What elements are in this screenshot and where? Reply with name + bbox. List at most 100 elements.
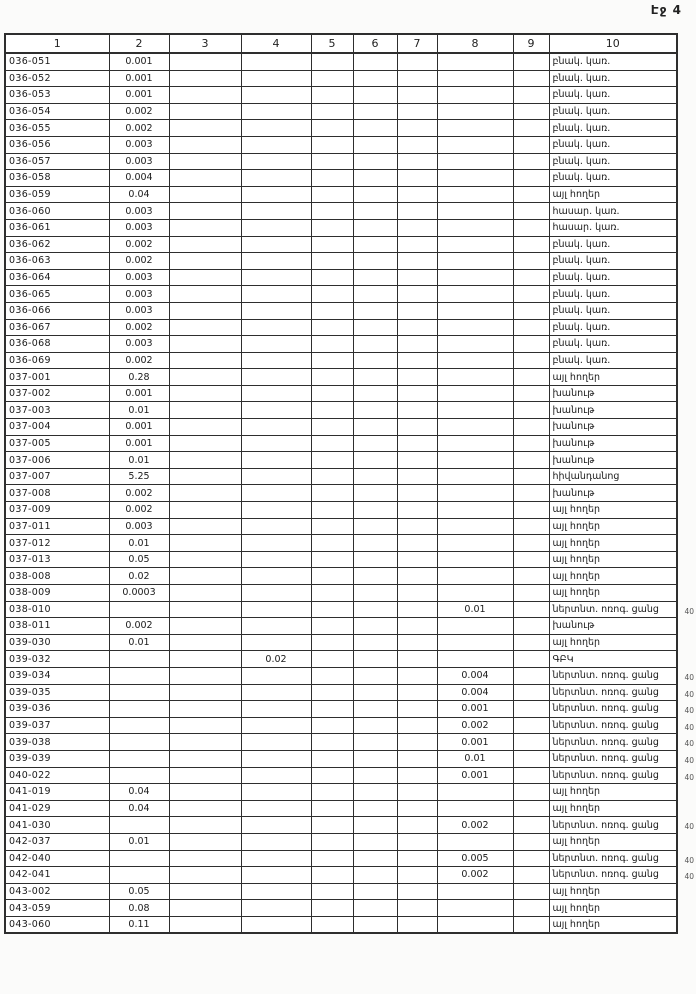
- value-cell: [168, 285, 242, 303]
- table-row: 037-008 0.002 խանութ: [4, 484, 678, 503]
- value-cell: [310, 301, 354, 320]
- value-cell: [240, 683, 312, 702]
- parcel-code-cell: 037-005: [4, 434, 110, 453]
- value-cell: 0.01: [436, 749, 514, 768]
- value-cell: 0.04: [108, 783, 170, 801]
- parcel-code-cell: 036-065: [4, 285, 110, 303]
- value-cell: [512, 517, 550, 536]
- value-cell: [352, 451, 398, 469]
- value-cell: 0.001: [108, 69, 170, 88]
- table-row: 041-019 0.04 այլ հողեր: [4, 783, 678, 801]
- table-row: 036-058 0.004 բնակ. կառ.: [4, 169, 678, 187]
- value-cell: [352, 318, 398, 337]
- parcel-code-cell: 039-035: [4, 683, 110, 702]
- value-cell: [240, 534, 312, 552]
- table-row: 043-060 0.11 այլ հողեր: [4, 915, 678, 934]
- value-cell: [396, 584, 438, 602]
- value-cell: [512, 384, 550, 403]
- value-cell: [168, 467, 242, 486]
- table-row: 037-005 0.001 խանութ: [4, 434, 678, 453]
- value-cell: [352, 783, 398, 801]
- land-use-cell: այլ հողեր: [548, 567, 678, 585]
- value-cell: [240, 733, 312, 751]
- value-cell: [396, 202, 438, 220]
- value-cell: [396, 766, 438, 785]
- value-cell: [396, 799, 438, 818]
- value-cell: [396, 235, 438, 254]
- value-cell: [352, 252, 398, 270]
- value-cell: [396, 617, 438, 635]
- value-cell: [396, 86, 438, 104]
- value-cell: [396, 534, 438, 552]
- value-cell: [512, 169, 550, 187]
- value-cell: 0.003: [108, 135, 170, 154]
- value-cell: [436, 584, 514, 602]
- value-cell: [352, 766, 398, 785]
- value-cell: [240, 716, 312, 735]
- value-cell: [240, 633, 312, 652]
- value-cell: [512, 467, 550, 486]
- value-cell: [352, 584, 398, 602]
- value-cell: [310, 318, 354, 337]
- value-cell: [310, 235, 354, 254]
- table-row: 042-040 0.005 ներտնտ. ոռոգ. ցանց 40: [4, 849, 694, 868]
- column-header-9: 9: [512, 33, 550, 54]
- column-header-4: 4: [240, 33, 312, 54]
- value-cell: [108, 866, 170, 884]
- margin-note: 40: [684, 689, 694, 699]
- value-cell: [352, 152, 398, 171]
- value-cell: [240, 451, 312, 469]
- value-cell: [436, 235, 514, 254]
- value-cell: [436, 135, 514, 154]
- value-cell: [352, 86, 398, 104]
- value-cell: [168, 301, 242, 320]
- parcel-code-cell: 037-012: [4, 534, 110, 552]
- value-cell: [512, 202, 550, 220]
- value-cell: [512, 849, 550, 868]
- value-cell: 0.002: [108, 235, 170, 254]
- column-header-3: 3: [168, 33, 242, 54]
- parcel-code-cell: 038-009: [4, 584, 110, 602]
- value-cell: [512, 119, 550, 137]
- value-cell: [168, 335, 242, 353]
- value-cell: [310, 584, 354, 602]
- value-cell: [352, 816, 398, 834]
- parcel-code-cell: 039-030: [4, 633, 110, 652]
- value-cell: [168, 683, 242, 702]
- value-cell: [108, 666, 170, 685]
- parcel-code-cell: 036-055: [4, 119, 110, 137]
- value-cell: [310, 716, 354, 735]
- value-cell: [396, 866, 438, 884]
- value-cell: [352, 501, 398, 519]
- value-cell: [240, 401, 312, 420]
- parcel-code-cell: 038-008: [4, 567, 110, 585]
- margin-note: 40: [684, 822, 694, 832]
- value-cell: [240, 152, 312, 171]
- land-use-cell: այլ հողեր: [548, 783, 678, 801]
- parcel-code-cell: 036-067: [4, 318, 110, 337]
- land-use-cell: այլ հողեր: [548, 799, 678, 818]
- value-cell: [396, 268, 438, 287]
- parcel-code-cell: 037-009: [4, 501, 110, 519]
- value-cell: [396, 102, 438, 121]
- value-cell: [240, 119, 312, 137]
- column-header-5: 5: [310, 33, 354, 54]
- value-cell: [512, 318, 550, 337]
- table-row: 040-022 0.001 ներտնտ. ոռոգ. ցանց 40: [4, 766, 694, 785]
- parcel-code-cell: 037-013: [4, 550, 110, 569]
- value-cell: [310, 567, 354, 585]
- value-cell: [512, 351, 550, 370]
- value-cell: [240, 202, 312, 220]
- parcel-code-cell: 037-011: [4, 517, 110, 536]
- value-cell: [240, 86, 312, 104]
- value-cell: [436, 501, 514, 519]
- value-cell: [240, 799, 312, 818]
- value-cell: [310, 434, 354, 453]
- value-cell: [168, 401, 242, 420]
- value-cell: [168, 849, 242, 868]
- value-cell: [310, 202, 354, 220]
- value-cell: [310, 849, 354, 868]
- margin-note: 40: [684, 772, 694, 782]
- value-cell: [512, 882, 550, 901]
- value-cell: [396, 384, 438, 403]
